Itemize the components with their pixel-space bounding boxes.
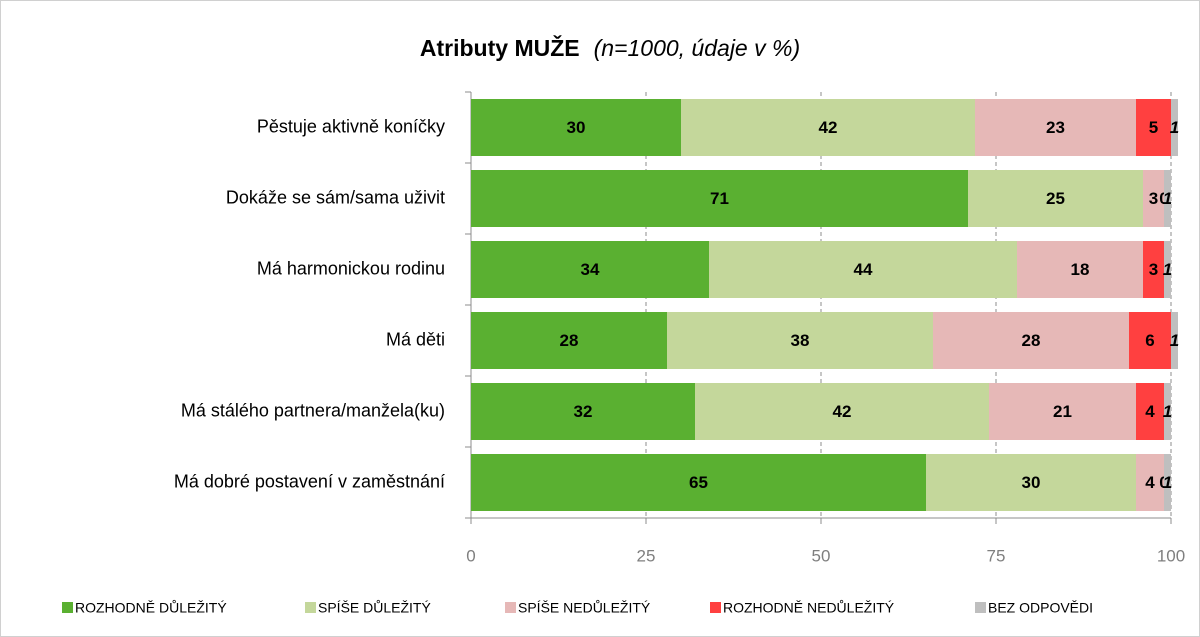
data-label: 30 xyxy=(1022,473,1041,492)
data-label: 1 xyxy=(1163,260,1172,279)
chart-subtitle: (n=1000, údaje v %) xyxy=(594,35,801,61)
data-label: 1 xyxy=(1163,189,1172,208)
legend-swatch xyxy=(305,602,316,613)
bar-segment xyxy=(1164,241,1171,298)
data-label: 1 xyxy=(1163,402,1172,421)
legend-swatch xyxy=(505,602,516,613)
data-label: 3 xyxy=(1149,189,1158,208)
data-label: 65 xyxy=(689,473,708,492)
bar-segment xyxy=(1143,170,1164,227)
data-label: 3 xyxy=(1149,260,1158,279)
legend-label: SPÍŠE NEDŮLEŽITÝ xyxy=(518,599,651,616)
chart-title: Atributy MUŽE xyxy=(420,34,580,61)
bar-segment xyxy=(1164,383,1171,440)
bar-segment xyxy=(1164,170,1171,227)
legend-swatch xyxy=(710,602,721,613)
data-label: 4 xyxy=(1145,402,1155,421)
data-label: 1 xyxy=(1170,331,1179,350)
bar-segment xyxy=(1136,454,1164,511)
bar-segment xyxy=(1171,312,1178,369)
bar-segment xyxy=(968,170,1143,227)
x-tick-label: 0 xyxy=(466,546,475,565)
bar-segment xyxy=(1136,99,1171,156)
data-label: 32 xyxy=(574,402,593,421)
bar-segment xyxy=(471,383,695,440)
bar-segment xyxy=(695,383,989,440)
data-label: 42 xyxy=(833,402,852,421)
data-label: 1 xyxy=(1163,473,1172,492)
category-label: Má dobré postavení v zaměstnání xyxy=(174,471,445,491)
data-label: 18 xyxy=(1071,260,1090,279)
x-tick-label: 50 xyxy=(812,546,831,565)
bar-segment xyxy=(1171,99,1178,156)
bar-segment xyxy=(471,99,681,156)
bar-segment xyxy=(471,241,709,298)
bar-segment xyxy=(1143,241,1164,298)
bar-segment xyxy=(1164,454,1171,511)
legend-swatch xyxy=(62,602,73,613)
data-label: 4 xyxy=(1145,473,1155,492)
bar-segment xyxy=(1129,312,1171,369)
category-label: Má harmonickou rodinu xyxy=(257,258,445,278)
legend-label: BEZ ODPOVĚDI xyxy=(988,600,1093,616)
bar-segment xyxy=(681,99,975,156)
bar-segment xyxy=(1017,241,1143,298)
legend-label: ROZHODNĚ DŮLEŽITÝ xyxy=(75,599,227,616)
bar-segment xyxy=(471,312,667,369)
bar-segment xyxy=(989,383,1136,440)
category-label: Pěstuje aktivně koníčky xyxy=(257,116,445,136)
category-label: Má děti xyxy=(386,329,445,349)
bar-segment xyxy=(709,241,1017,298)
data-label: 23 xyxy=(1046,118,1065,137)
title-group: Atributy MUŽE (n=1000, údaje v %) xyxy=(420,34,800,61)
legend-label: SPÍŠE DŮLEŽITÝ xyxy=(318,599,431,616)
data-label: 5 xyxy=(1149,118,1158,137)
data-label: 25 xyxy=(1046,189,1065,208)
bar-segment xyxy=(926,454,1136,511)
data-label: 38 xyxy=(791,331,810,350)
legend-label: ROZHODNĚ NEDŮLEŽITÝ xyxy=(723,599,895,616)
data-label: 28 xyxy=(1022,331,1041,350)
x-tick-label: 100 xyxy=(1157,546,1185,565)
bar-segment xyxy=(471,170,968,227)
data-label: 30 xyxy=(567,118,586,137)
data-label: 1 xyxy=(1170,118,1179,137)
data-label: 28 xyxy=(560,331,579,350)
bar-segment xyxy=(933,312,1129,369)
data-label: 6 xyxy=(1145,331,1154,350)
bar-segment xyxy=(667,312,933,369)
x-tick-label: 75 xyxy=(987,546,1006,565)
data-label: 34 xyxy=(581,260,600,279)
bar-segment xyxy=(1136,383,1164,440)
category-label: Má stálého partnera/manžela(ku) xyxy=(181,400,445,420)
category-label: Dokáže se sám/sama uživit xyxy=(226,187,445,207)
data-label: 21 xyxy=(1053,402,1072,421)
bar-segment xyxy=(975,99,1136,156)
bar-segment xyxy=(471,454,926,511)
data-label: 42 xyxy=(819,118,838,137)
legend-swatch xyxy=(975,602,986,613)
data-label: 71 xyxy=(710,189,729,208)
data-label: 44 xyxy=(854,260,873,279)
x-tick-label: 25 xyxy=(637,546,656,565)
